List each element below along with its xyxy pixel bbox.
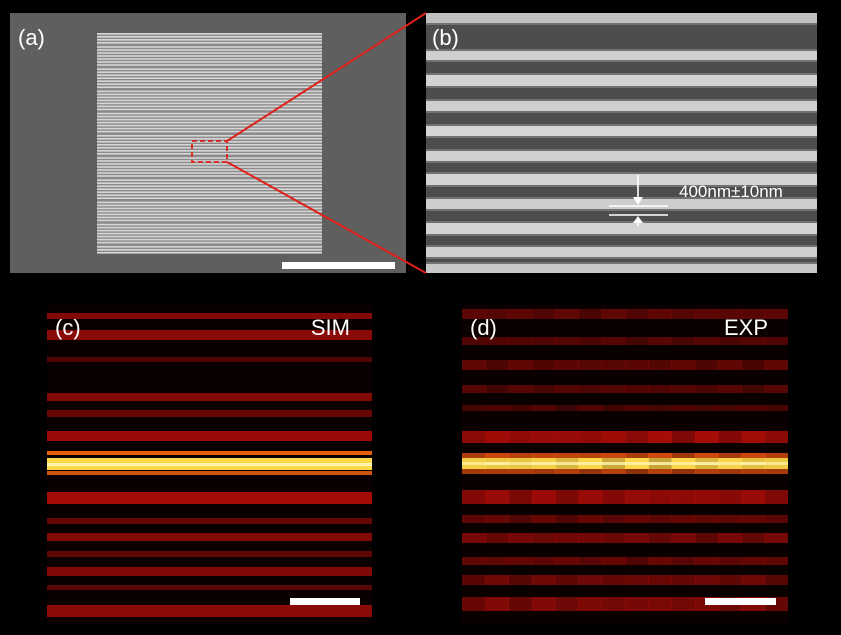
panel-c-tag: SIM (310, 315, 350, 340)
panel-b-sem-zoom: (b) 400nm±10nm (426, 13, 817, 273)
sem-zoom-image (426, 13, 817, 273)
sem-overview-image (97, 33, 322, 254)
experiment-heatmap (462, 309, 788, 611)
panel-a-scale-bar (282, 262, 395, 269)
panel-c-simulation: (c) SIM (47, 305, 372, 625)
panel-d-experiment: (d) EXP (462, 305, 788, 625)
panel-b-label: (b) (432, 25, 459, 50)
panel-d-label: (d) (470, 315, 497, 340)
panel-d-tag: EXP (723, 315, 768, 340)
panel-c-scale-bar (290, 598, 360, 605)
linewidth-label: 400nm±10nm (679, 182, 783, 201)
linewidth-marker (609, 175, 668, 226)
panel-d-scale-bar (705, 598, 776, 605)
panel-a-sem-overview: (a) (10, 13, 406, 273)
simulation-heatmap (47, 313, 372, 617)
panel-c-label: (c) (55, 315, 81, 340)
panel-a-label: (a) (18, 25, 45, 50)
